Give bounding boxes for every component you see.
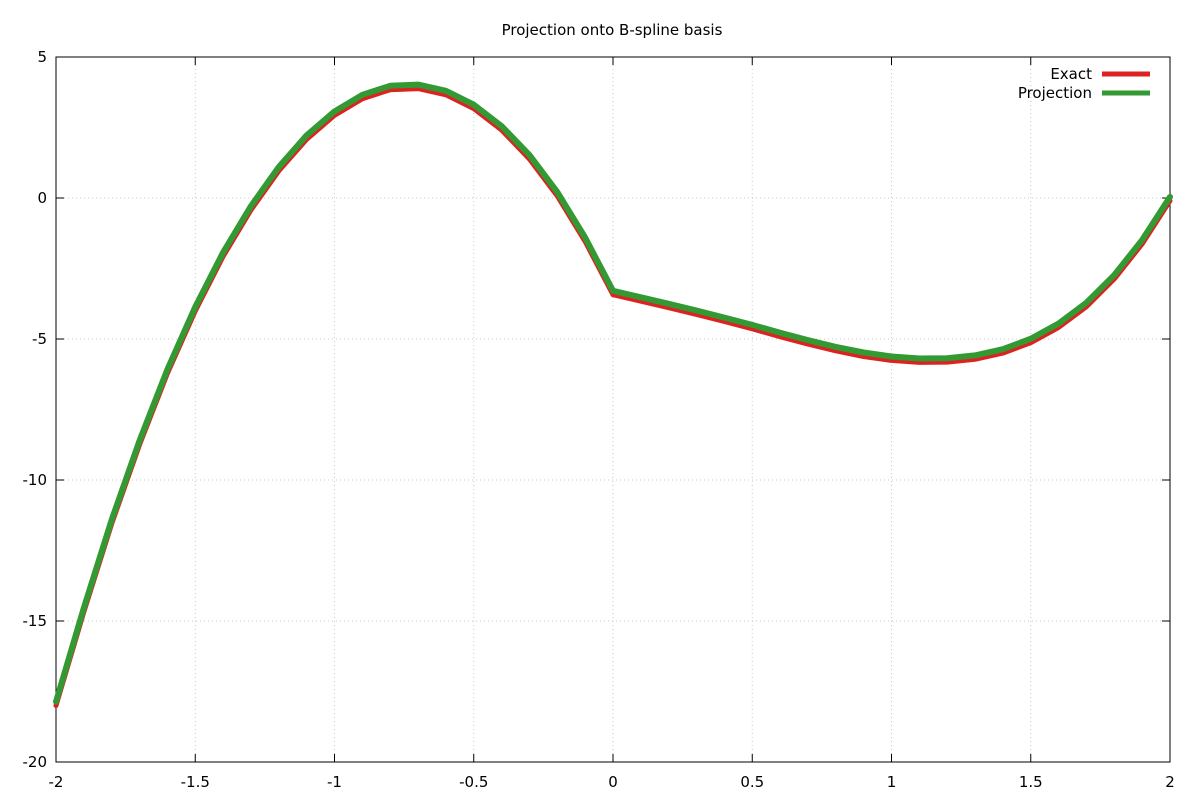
x-tick-label: 0 — [608, 773, 618, 791]
y-tick-label: 0 — [37, 189, 47, 207]
grid — [56, 57, 1170, 762]
series-lines — [53, 81, 1173, 709]
y-tick-label: -10 — [23, 471, 48, 489]
legend-label-exact: Exact — [1050, 65, 1092, 83]
x-tick-label: -1 — [327, 773, 342, 791]
x-tick-label: 1 — [887, 773, 897, 791]
x-tick-label: 0.5 — [740, 773, 764, 791]
y-tick-label: -15 — [23, 612, 48, 630]
y-tick-label: -20 — [23, 753, 48, 771]
y-tick-label: -5 — [32, 330, 47, 348]
x-tick-label: -2 — [49, 773, 64, 791]
x-tick-label: -1.5 — [181, 773, 210, 791]
legend-label-projection: Projection — [1018, 84, 1092, 102]
x-tick-label: 2 — [1165, 773, 1175, 791]
chart-title: Projection onto B-spline basis — [502, 21, 723, 39]
series-line-projection — [53, 81, 1173, 705]
x-tick-label: -0.5 — [459, 773, 488, 791]
y-tick-label: 5 — [37, 48, 47, 66]
axes: -2 -1.5 -1 -0.5 0 0.5 1 1.5 2 -20 -15 -10 -5 0 5 — [23, 48, 1175, 791]
x-tick-label: 1.5 — [1019, 773, 1043, 791]
